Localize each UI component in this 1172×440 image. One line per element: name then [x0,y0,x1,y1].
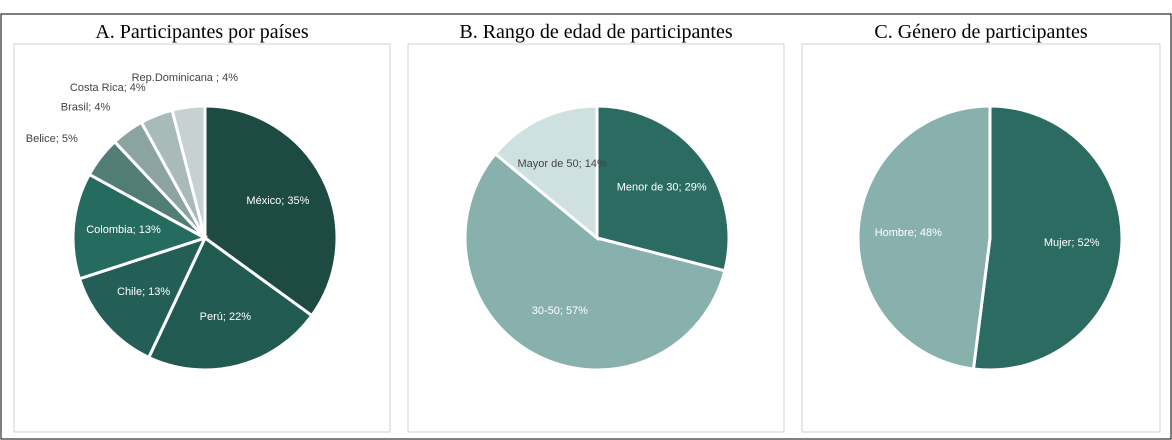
data-label: 30-50; 57% [532,305,588,317]
outer-border [0,13,1172,440]
slice-group: Chile [77,235,208,360]
data-label: Menor de 30; 29% [617,182,707,194]
slice-group: Menor de 30 [595,104,731,273]
data-label: Hombre; 48% [875,227,942,239]
slice [77,235,208,360]
data-label: Costa Rica; 4% [70,82,146,94]
slice-group: Rep.Dominicana [170,104,207,239]
data-label: Mujer; 52% [1044,237,1100,249]
slice [856,104,992,371]
data-label: Perú; 22% [200,311,252,323]
data-label: Rep.Dominicana ; 4% [132,72,239,84]
slice [170,104,207,239]
data-label: Belice; 5% [26,133,78,145]
slice [71,172,209,281]
panel [801,43,1161,433]
data-label: Chile; 13% [117,286,170,298]
data-label: Mayor de 50; 14% [518,158,607,170]
chart-title: B. Rango de edad de participantes [459,21,732,43]
slice [493,104,599,242]
slice [463,151,727,372]
slice-group: Mujer [971,104,1124,372]
panel [407,43,785,433]
chart-title: C. Género de participantes [874,21,1087,43]
slice [971,104,1124,372]
data-label: Brasil; 4% [61,102,111,114]
data-label: México; 35% [246,195,309,207]
data-label: Colombia; 13% [86,224,161,236]
slice-group: Mayor de 50 [493,104,599,242]
chart-title: A. Participantes por países [95,21,308,43]
panel [13,43,391,433]
slice [595,104,731,273]
slice-group: Colombia [71,172,209,281]
slice-group: Hombre [856,104,992,371]
slice [203,104,339,318]
slice-group: 30-50 [463,151,727,372]
slice-group: México [203,104,339,318]
